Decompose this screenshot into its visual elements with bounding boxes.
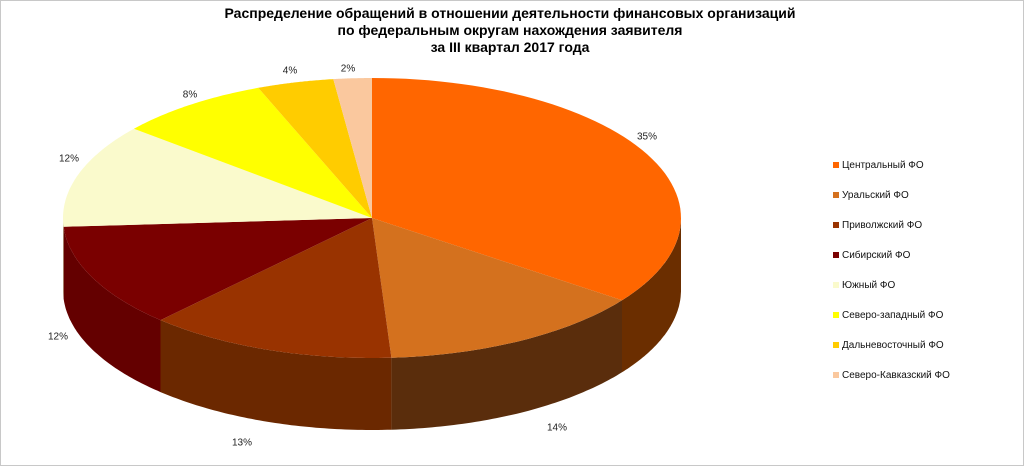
legend-swatch [833, 162, 839, 168]
legend-label: Уральский ФО [842, 189, 909, 201]
legend-label: Южный ФО [842, 279, 896, 291]
legend-label: Северо-западный ФО [842, 309, 944, 321]
pie-slice-1 [372, 218, 622, 358]
pie-side-2 [160, 320, 392, 430]
pie-slice-0 [372, 78, 681, 301]
legend: Центральный ФО Уральский ФО Приволжский ФО… [833, 150, 950, 390]
data-label: 12% [47, 331, 69, 343]
data-label: 8% [182, 89, 198, 101]
pie-side-3 [63, 226, 161, 393]
legend-item: Северо-западный ФО [833, 300, 950, 330]
legend-label: Центральный ФО [842, 159, 924, 171]
legend-item: Сибирский ФО [833, 240, 950, 270]
data-label: 14% [546, 422, 568, 434]
chart-title-line-2: по федеральным округам нахождения заявит… [337, 22, 683, 38]
legend-swatch [833, 192, 839, 198]
chart-title: Распределение обращений в отношении деят… [130, 5, 890, 56]
legend-swatch [833, 372, 839, 378]
legend-item: Уральский ФО [833, 180, 950, 210]
legend-label: Дальневосточный ФО [842, 339, 944, 351]
legend-item: Южный ФО [833, 270, 950, 300]
pie-side-4 [63, 218, 64, 299]
pie-top-faces [63, 78, 681, 358]
pie-slice-4 [63, 128, 372, 227]
legend-swatch [833, 222, 839, 228]
chart-title-line-1: Распределение обращений в отношении деят… [224, 5, 796, 21]
pie-side-1 [391, 300, 622, 430]
pie-slice-5 [133, 87, 372, 218]
legend-swatch [833, 312, 839, 318]
legend-swatch [833, 342, 839, 348]
pie-side-walls [63, 218, 681, 430]
legend-label: Северо-Кавказский ФО [842, 369, 950, 381]
pie-side-0 [622, 218, 681, 373]
pie-slice-7 [333, 78, 372, 218]
legend-item: Дальневосточный ФО [833, 330, 950, 360]
data-label: 35% [636, 131, 658, 143]
legend-item: Приволжский ФО [833, 210, 950, 240]
chart-title-line-3: за III квартал 2017 года [430, 39, 590, 55]
data-label: 4% [282, 65, 298, 77]
data-label: 12% [58, 153, 80, 165]
legend-item: Центральный ФО [833, 150, 950, 180]
legend-swatch [833, 252, 839, 258]
data-label: 13% [231, 437, 253, 449]
legend-label: Приволжский ФО [842, 219, 923, 231]
pie-slice-3 [63, 218, 372, 321]
pie-slice-2 [160, 218, 392, 358]
legend-label: Сибирский ФО [842, 249, 911, 261]
pie-slice-6 [258, 79, 372, 218]
data-label: 2% [340, 63, 356, 75]
legend-item: Северо-Кавказский ФО [833, 360, 950, 390]
legend-swatch [833, 282, 839, 288]
